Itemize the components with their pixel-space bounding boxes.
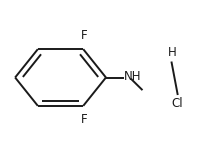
- Text: NH: NH: [124, 70, 142, 83]
- Text: F: F: [81, 113, 88, 126]
- Text: Cl: Cl: [171, 97, 183, 110]
- Text: F: F: [81, 29, 88, 42]
- Text: H: H: [168, 46, 177, 59]
